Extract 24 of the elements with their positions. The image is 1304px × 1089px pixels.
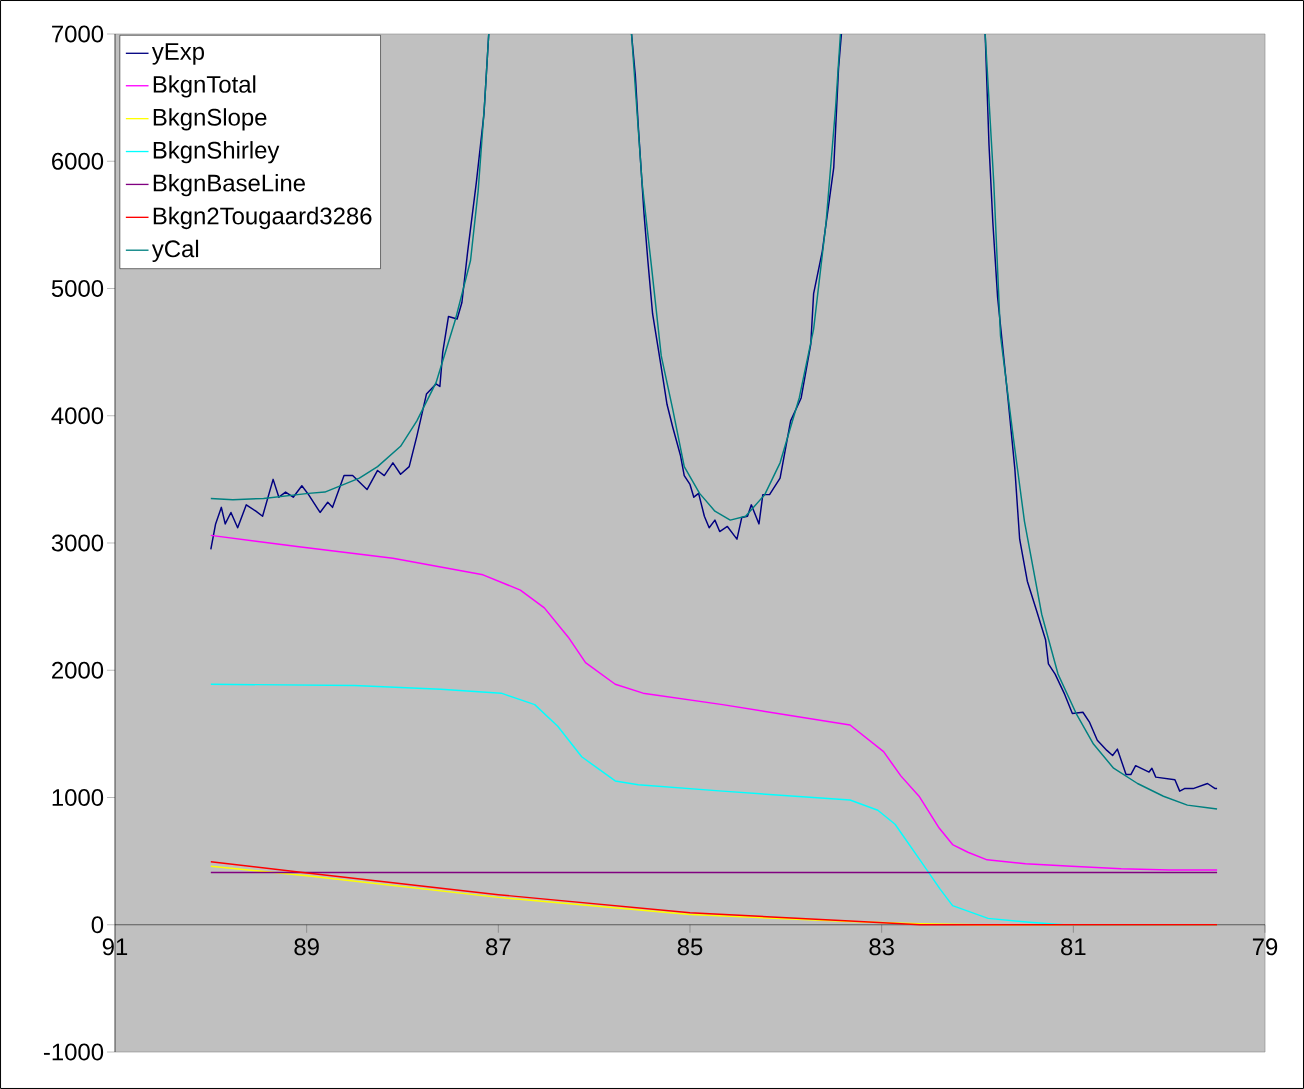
x-tick-label: 81 <box>1061 938 1086 956</box>
legend-label: BkgnSlope <box>153 108 267 131</box>
legend-label: BkgnBaseLine <box>153 173 305 197</box>
legend-label: yCal <box>151 239 199 263</box>
y-tick-label: 3000 <box>51 534 104 552</box>
y-tick-label: 6000 <box>52 152 104 170</box>
legend-label: BkgnShirley <box>153 141 280 164</box>
x-tick-label: 79 <box>1252 938 1278 956</box>
y-tick-label: 4000 <box>51 407 104 425</box>
legend-label: Bkgn2Tougaard3286 <box>153 206 372 230</box>
y-tick-label: 2000 <box>52 661 104 679</box>
legend-label: yExp <box>151 43 204 65</box>
x-tick-label: 85 <box>677 938 703 956</box>
y-tick-label: 5000 <box>51 280 104 297</box>
x-tick-label: 89 <box>294 938 319 956</box>
x-tick-label: 83 <box>869 938 894 956</box>
legend-label: BkgnTotal <box>153 75 256 98</box>
line-series <box>210 534 1218 871</box>
y-tick-label: 1000 <box>52 789 104 806</box>
y-tick-label: -1000 <box>43 1043 104 1061</box>
y-tick-label: 0 <box>91 916 104 934</box>
x-tick-label: 87 <box>486 938 511 956</box>
y-tick-label: 7000 <box>52 25 104 43</box>
x-tick-label: 91 <box>102 938 128 956</box>
